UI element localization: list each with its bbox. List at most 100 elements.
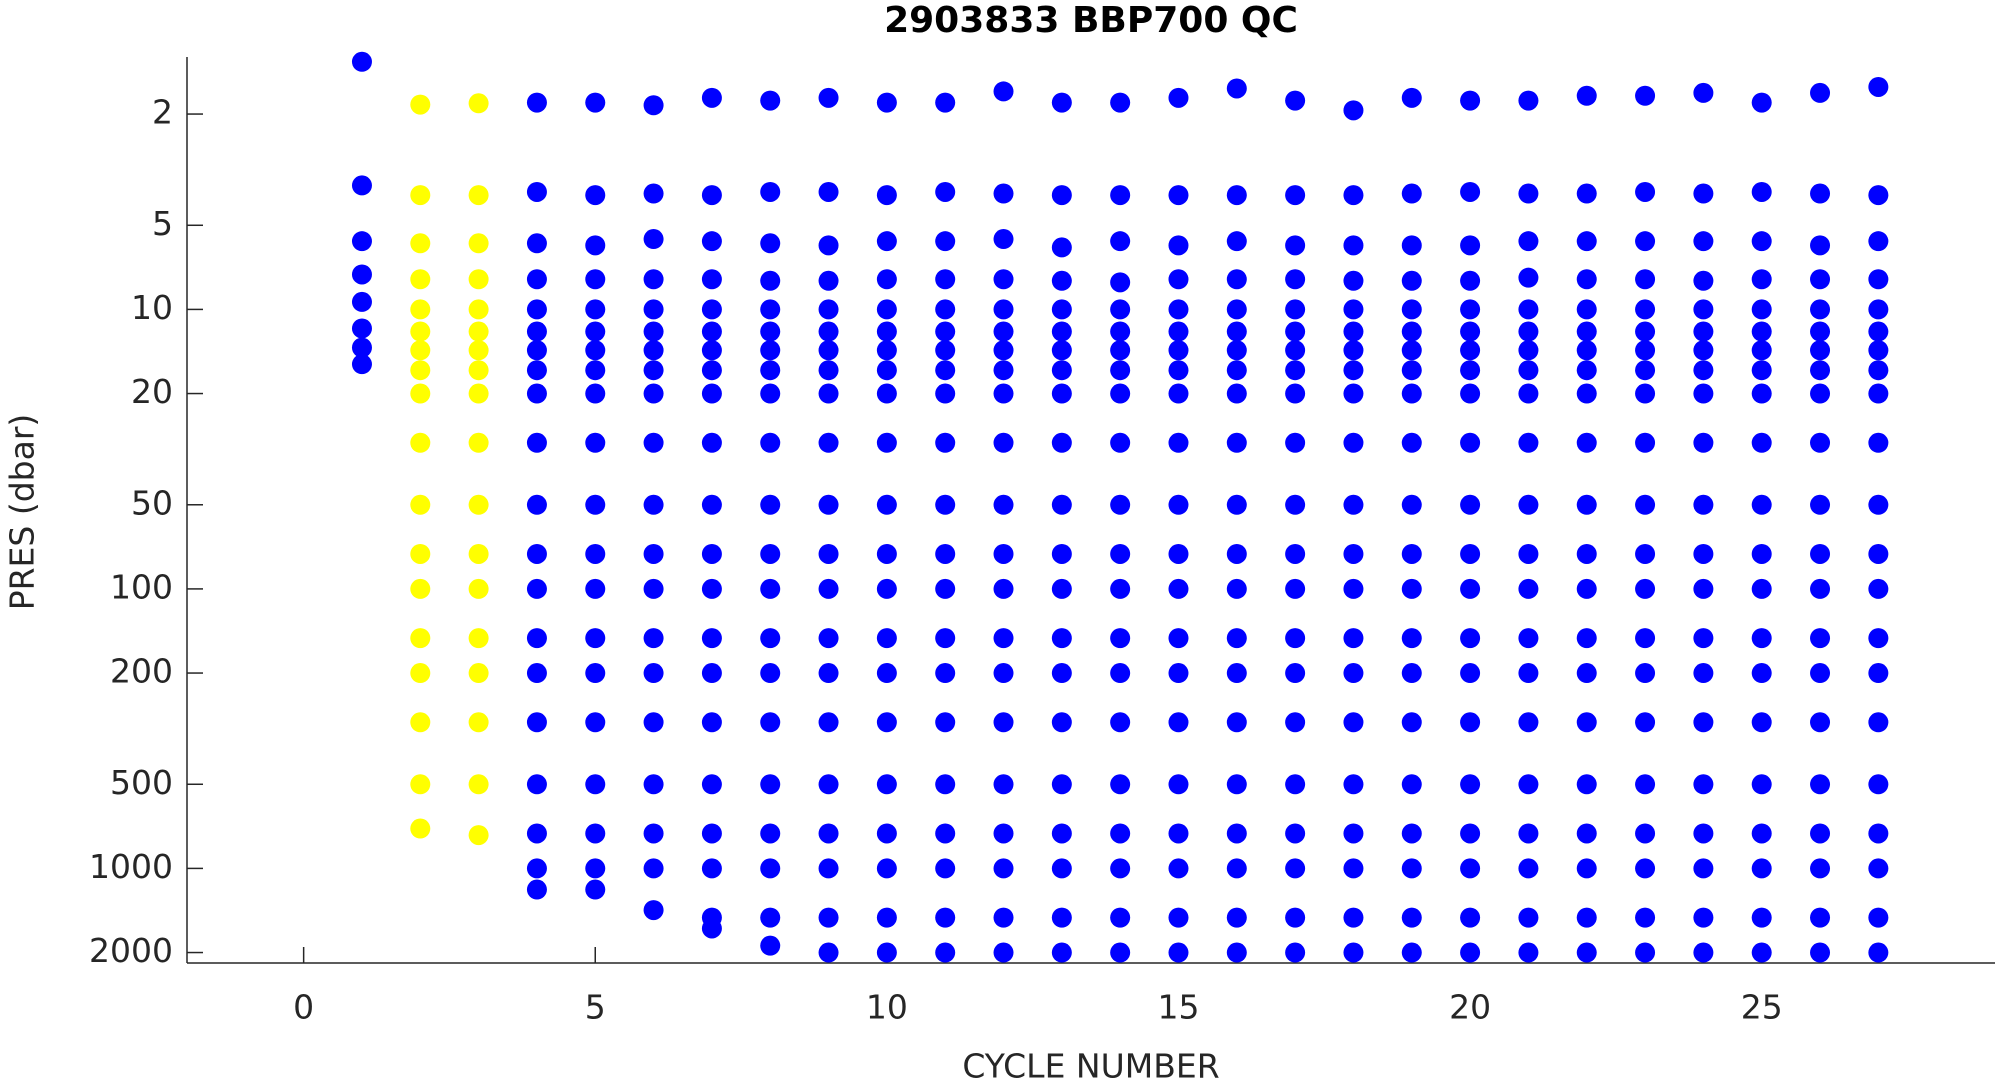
point <box>760 578 781 599</box>
point <box>1401 774 1422 795</box>
y-tick-label: 1000 <box>89 847 173 886</box>
point <box>1868 432 1889 453</box>
point <box>468 543 489 564</box>
point <box>1460 543 1481 564</box>
point <box>643 360 664 381</box>
point <box>1285 942 1306 963</box>
point <box>1693 231 1714 252</box>
point <box>1751 432 1772 453</box>
point <box>410 543 431 564</box>
point <box>585 543 606 564</box>
point <box>1226 543 1247 564</box>
point <box>1868 628 1889 649</box>
point <box>935 907 956 928</box>
point <box>1168 87 1189 108</box>
point <box>1693 942 1714 963</box>
point <box>1460 321 1481 342</box>
point <box>526 383 547 404</box>
point <box>410 299 431 320</box>
point <box>1051 237 1072 258</box>
point <box>760 360 781 381</box>
point <box>1168 774 1189 795</box>
point <box>1635 823 1656 844</box>
point <box>1285 90 1306 111</box>
point <box>585 774 606 795</box>
point <box>1868 663 1889 684</box>
point <box>468 185 489 206</box>
point <box>1168 858 1189 879</box>
point <box>818 87 839 108</box>
point <box>1868 383 1889 404</box>
point <box>1226 78 1247 99</box>
point <box>526 578 547 599</box>
point <box>351 337 372 358</box>
point <box>643 774 664 795</box>
point <box>818 712 839 733</box>
point <box>410 360 431 381</box>
point <box>1810 269 1831 290</box>
point <box>1576 543 1597 564</box>
point <box>935 321 956 342</box>
point <box>1285 858 1306 879</box>
y-tick-label: 5 <box>152 204 173 243</box>
point <box>935 823 956 844</box>
point <box>1868 269 1889 290</box>
point <box>526 543 547 564</box>
point <box>935 712 956 733</box>
point <box>585 823 606 844</box>
point <box>1401 712 1422 733</box>
point <box>1751 628 1772 649</box>
point <box>1810 340 1831 361</box>
point <box>468 628 489 649</box>
point <box>1576 340 1597 361</box>
point <box>1810 858 1831 879</box>
point <box>701 663 722 684</box>
point <box>1518 823 1539 844</box>
point <box>993 823 1014 844</box>
point <box>701 578 722 599</box>
point <box>1810 183 1831 204</box>
point <box>1751 181 1772 202</box>
point <box>1751 712 1772 733</box>
point <box>1576 907 1597 928</box>
point <box>1868 231 1889 252</box>
point <box>468 825 489 846</box>
point <box>935 269 956 290</box>
point <box>1110 360 1131 381</box>
point <box>1285 712 1306 733</box>
point <box>701 628 722 649</box>
point <box>1868 543 1889 564</box>
point <box>1460 90 1481 111</box>
point <box>1635 494 1656 515</box>
point <box>1518 383 1539 404</box>
point <box>526 628 547 649</box>
point <box>1751 321 1772 342</box>
point <box>760 907 781 928</box>
point <box>1810 235 1831 256</box>
point <box>526 321 547 342</box>
point <box>1635 907 1656 928</box>
point <box>1868 942 1889 963</box>
point <box>410 494 431 515</box>
point <box>1051 92 1072 113</box>
point <box>585 185 606 206</box>
point <box>935 942 956 963</box>
point <box>1635 340 1656 361</box>
point <box>876 185 897 206</box>
point <box>468 360 489 381</box>
point <box>1518 432 1539 453</box>
point <box>818 494 839 515</box>
point <box>1285 383 1306 404</box>
point <box>1576 494 1597 515</box>
point <box>1635 663 1656 684</box>
point <box>1226 383 1247 404</box>
point <box>818 543 839 564</box>
x-tick-label: 10 <box>866 988 908 1027</box>
point <box>1635 231 1656 252</box>
point <box>1460 270 1481 291</box>
point <box>643 494 664 515</box>
point <box>935 181 956 202</box>
point <box>1635 321 1656 342</box>
point <box>526 340 547 361</box>
